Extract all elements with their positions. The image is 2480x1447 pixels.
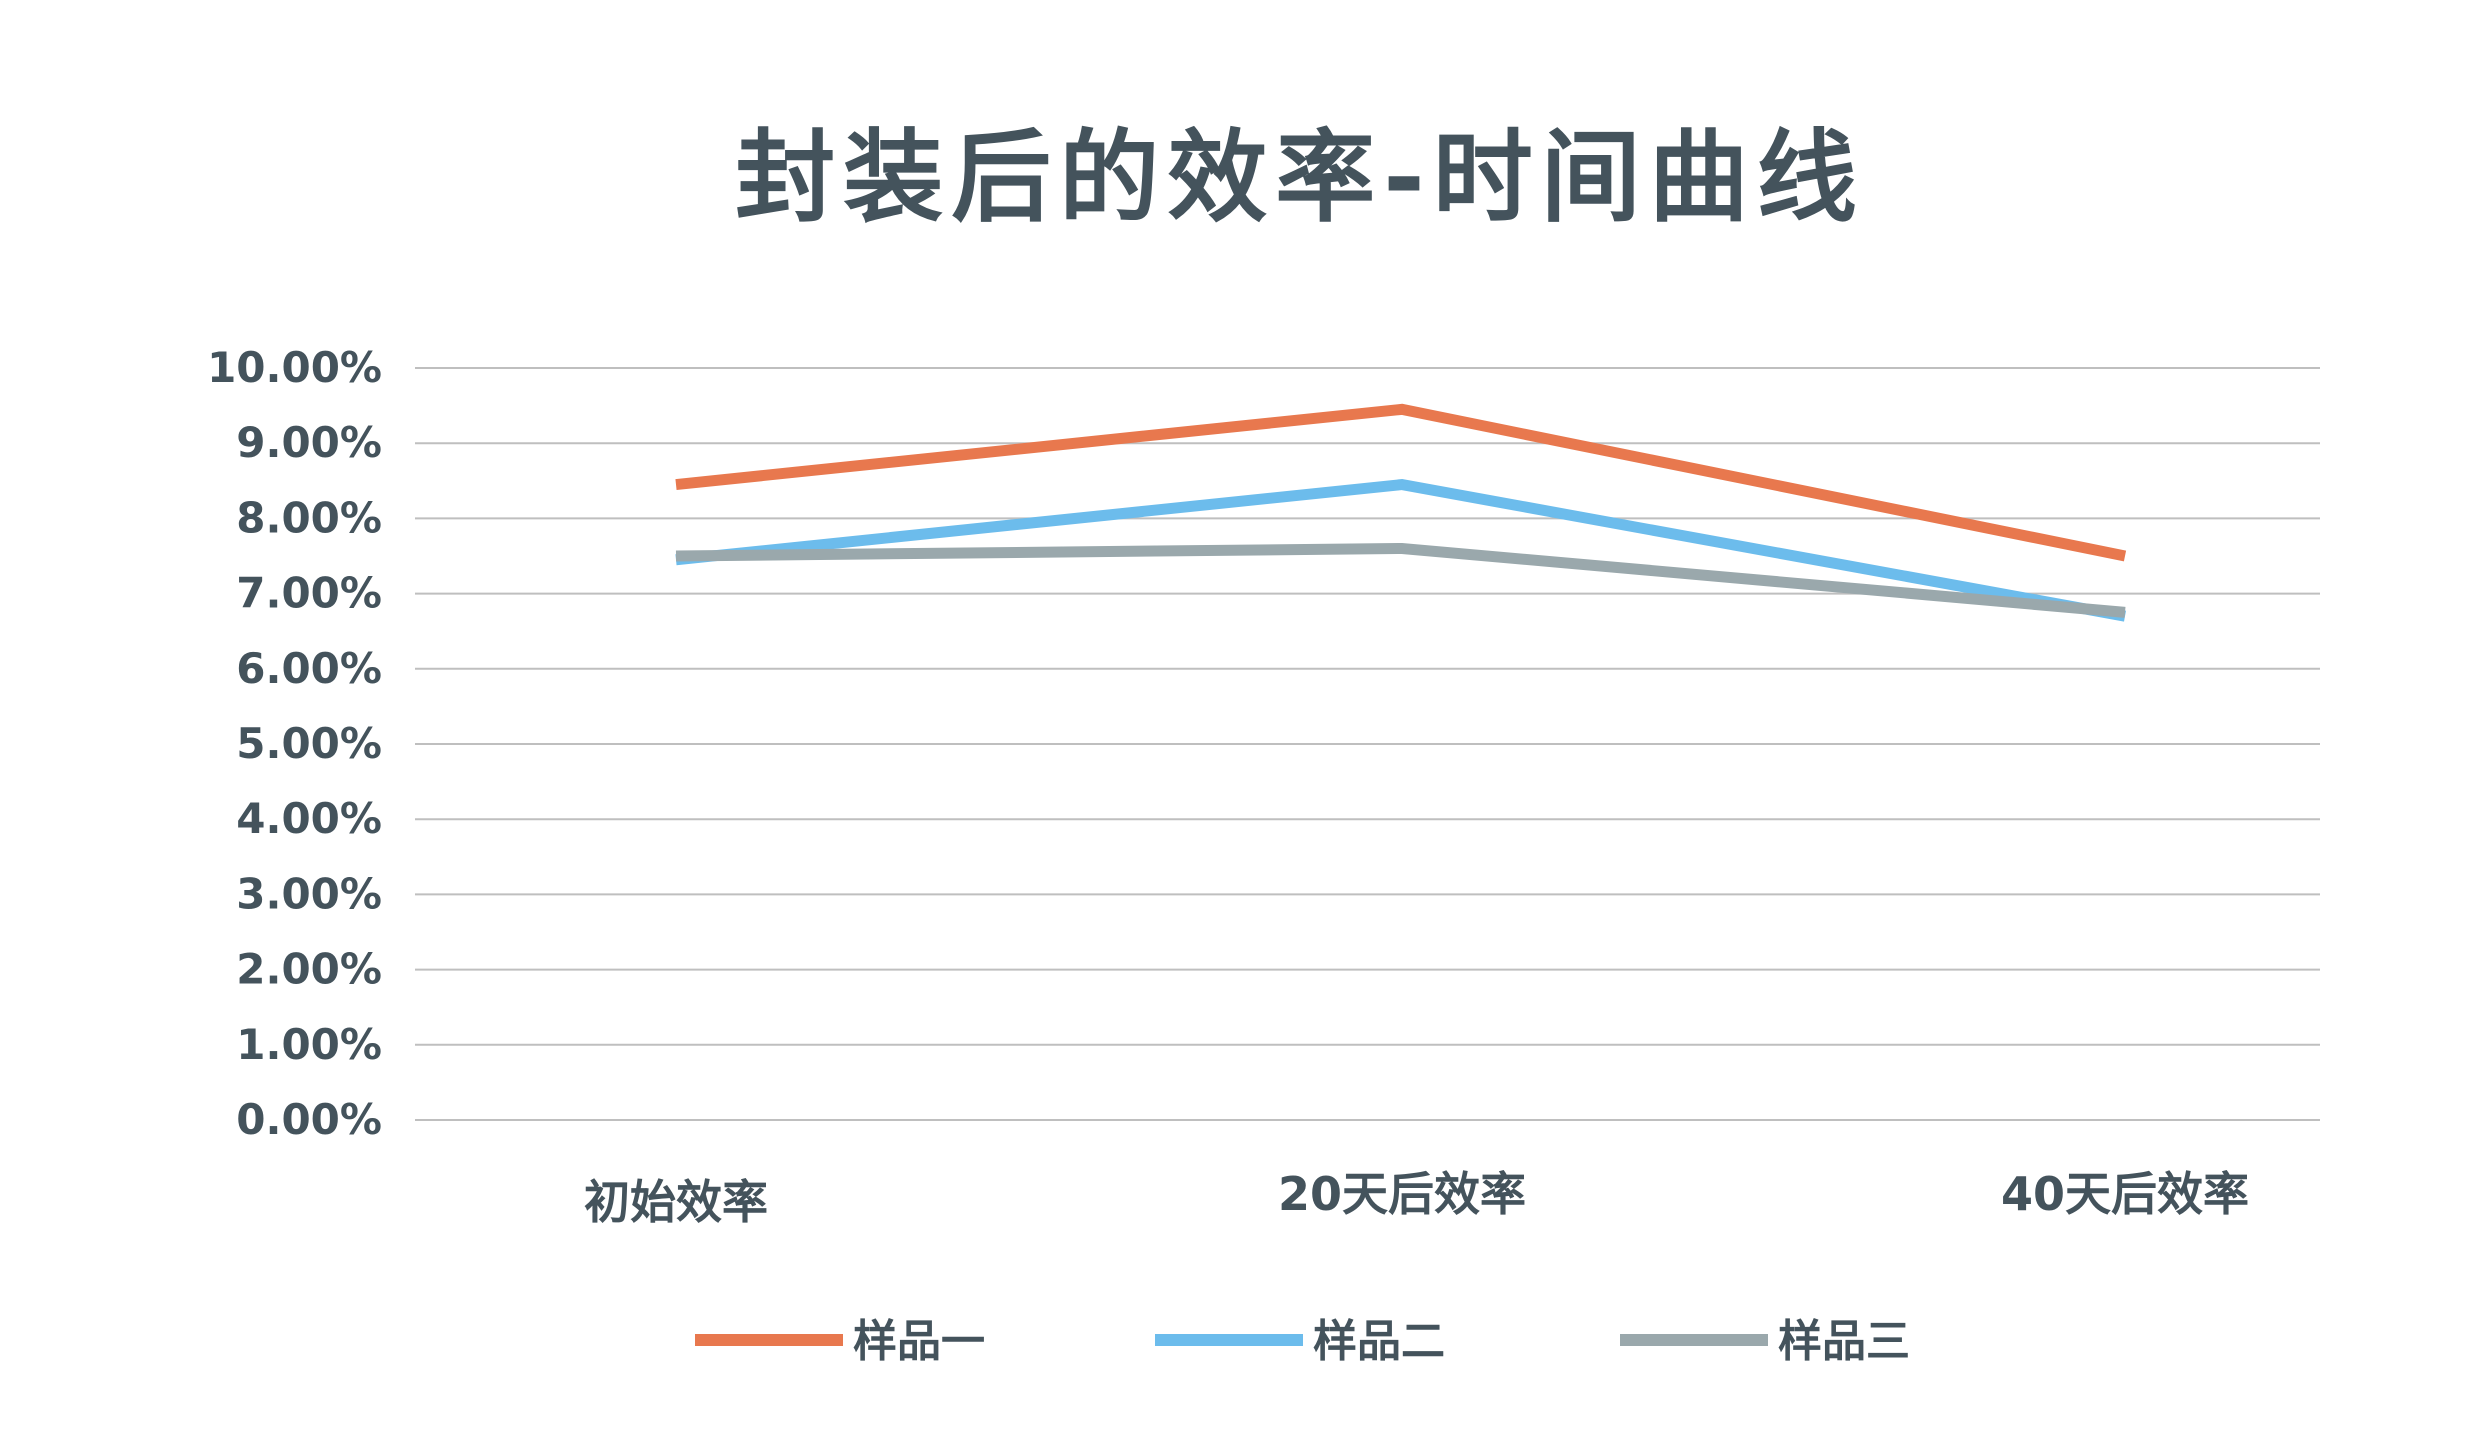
y-tick-label: 2.00% bbox=[236, 945, 382, 994]
legend-label-1: 样品一 bbox=[853, 1316, 985, 1367]
series-line-3 bbox=[675, 542, 2126, 618]
y-tick-label: 10.00% bbox=[207, 343, 382, 392]
x-category-label: 40天后效率 bbox=[2001, 1167, 2249, 1221]
y-tick-label: 5.00% bbox=[236, 719, 382, 768]
series-line-2 bbox=[675, 479, 2126, 622]
y-tick-label: 7.00% bbox=[236, 569, 382, 618]
y-tick-label: 1.00% bbox=[236, 1020, 382, 1069]
x-category-label: 20天后效率 bbox=[1278, 1167, 1526, 1221]
y-tick-label: 9.00% bbox=[236, 418, 382, 467]
y-tick-label: 0.00% bbox=[236, 1095, 382, 1144]
y-tick-label: 3.00% bbox=[236, 869, 382, 918]
x-axis-category-labels: 初始效率 20天后效率 40天后效率 bbox=[584, 1167, 2249, 1229]
legend: 样品一 样品二 样品三 bbox=[695, 1316, 1910, 1367]
y-tick-label: 8.00% bbox=[236, 493, 382, 542]
legend-label-3: 样品三 bbox=[1778, 1316, 1910, 1367]
y-tick-label: 4.00% bbox=[236, 794, 382, 843]
x-category-label: 初始效率 bbox=[584, 1175, 768, 1229]
chart-title: 封装后的效率-时间曲线 bbox=[735, 119, 1865, 236]
y-tick-label: 6.00% bbox=[236, 644, 382, 693]
series-lines bbox=[675, 403, 2127, 622]
series-line-1 bbox=[675, 403, 2127, 562]
y-axis-tick-labels: 0.00% 1.00% 2.00% 3.00% 4.00% 5.00% 6.00% 7.00%… bbox=[207, 343, 382, 1144]
gridlines bbox=[415, 367, 2320, 1121]
legend-label-2: 样品二 bbox=[1313, 1316, 1445, 1367]
